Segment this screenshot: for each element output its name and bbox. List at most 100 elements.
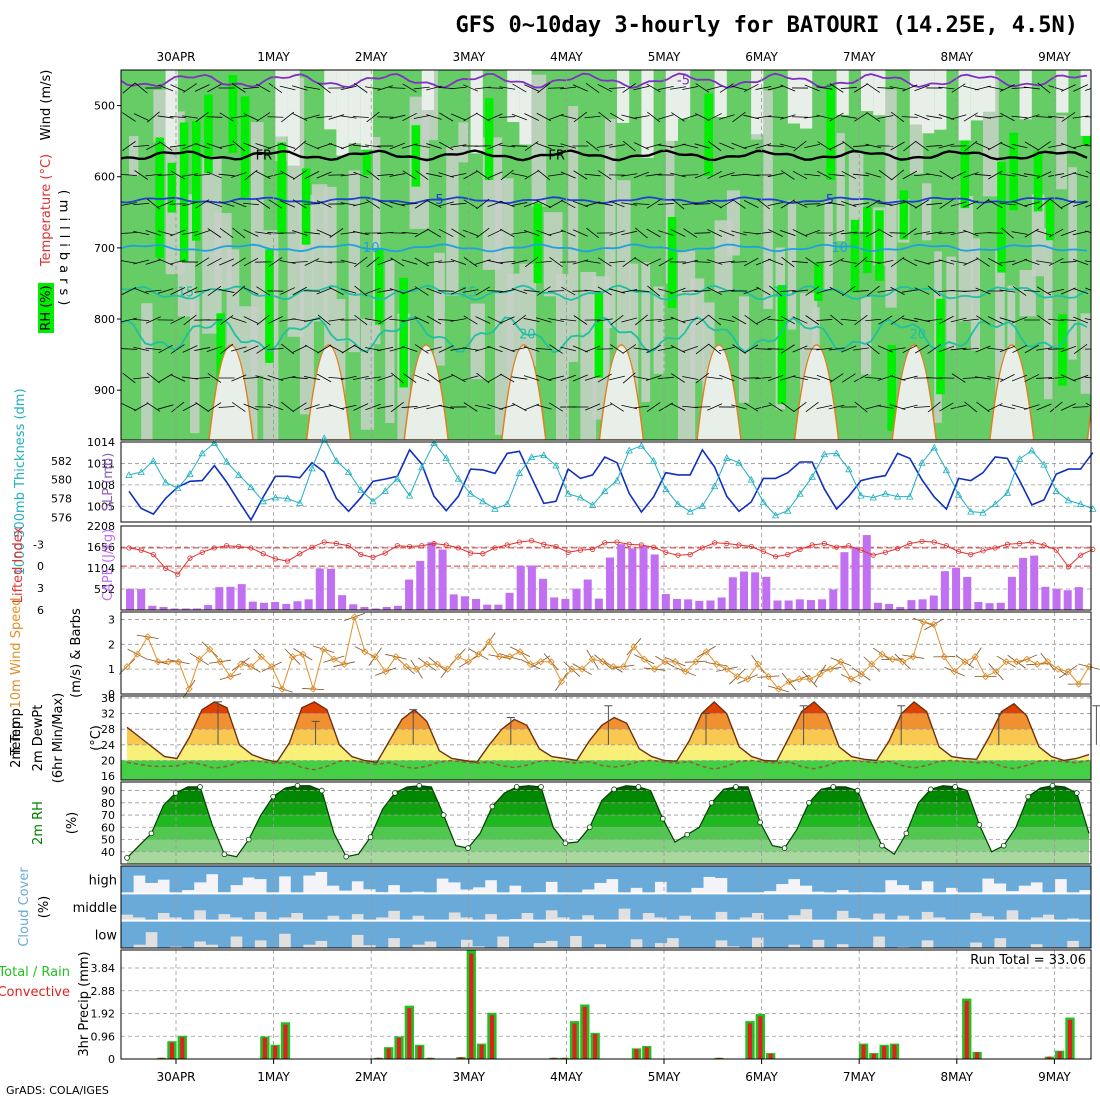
- barb-staff: [243, 257, 259, 267]
- cloud-cell: [315, 920, 328, 941]
- barb-staff: [903, 228, 917, 238]
- minmax-axis-label: (6hr Min/Max): [51, 693, 66, 783]
- rh-dry-cell: [848, 152, 864, 232]
- wind-barb: [195, 257, 210, 267]
- barb-staff: [549, 344, 563, 354]
- cape-bar: [516, 565, 525, 610]
- wind-barb: [158, 373, 173, 383]
- thickness-axis-label: 1000-500mb Thickness (dm): [13, 388, 28, 575]
- li-point: [663, 549, 669, 555]
- barb-staff: [670, 403, 686, 411]
- barb-staff: [317, 344, 332, 354]
- barb-staff: [328, 143, 345, 149]
- wind-barb: [316, 115, 333, 119]
- wind-barb: [791, 260, 809, 264]
- wind-barb: [828, 404, 845, 410]
- wind-barb: [731, 230, 747, 236]
- barb-staff: [805, 286, 820, 296]
- barb-staff: [584, 375, 601, 381]
- barb-staff: [232, 227, 246, 239]
- rh-very-dry-cell: [470, 70, 483, 154]
- barb-staff: [1024, 141, 1039, 151]
- thickness-point: [808, 472, 816, 480]
- cloud-cell: [472, 866, 486, 888]
- cloud-cell: [1006, 920, 1019, 948]
- wind-barb: [877, 405, 894, 409]
- wind-barb: [438, 261, 455, 263]
- barb-staff: [621, 202, 638, 206]
- barb-staff: [1024, 114, 1040, 120]
- wind-barb: [354, 83, 368, 93]
- temp-base-band: [121, 760, 1091, 780]
- barb-staff: [157, 115, 174, 119]
- wind-barb: [207, 402, 222, 412]
- rh-tick-label: 40: [101, 846, 115, 859]
- thickness-point: [979, 508, 987, 516]
- wind-barb: [695, 83, 710, 93]
- wind-barb: [524, 256, 539, 268]
- wind-barb: [121, 348, 138, 350]
- barb-staff: [1072, 374, 1089, 382]
- cloud-cell: [703, 893, 716, 921]
- wind-barb: [646, 402, 661, 412]
- barb-staff: [719, 114, 735, 120]
- barb-staff: [474, 404, 491, 410]
- barb-staff: [792, 289, 808, 293]
- cloud-cell: [921, 866, 934, 882]
- thickness-point: [503, 500, 511, 508]
- barb-staff: [267, 116, 284, 118]
- barb-staff: [268, 82, 283, 94]
- cloud-cell: [157, 920, 170, 948]
- thickness-point: [893, 492, 902, 500]
- barb-staff: [560, 86, 577, 90]
- wind-barb: [169, 203, 186, 205]
- cloud-cell: [472, 920, 486, 947]
- barb-staff: [243, 403, 259, 411]
- barb-staff: [707, 229, 722, 237]
- wind-barb: [243, 345, 259, 353]
- barb-staff: [317, 82, 331, 94]
- li-point: [272, 556, 278, 562]
- wind-barb: [524, 170, 539, 180]
- wind-barb: [719, 374, 735, 382]
- barb-staff: [964, 401, 978, 413]
- barb-staff: [854, 83, 868, 93]
- barb-staff: [220, 343, 234, 355]
- wind-barb: [157, 230, 174, 236]
- cloud-cell: [933, 920, 946, 948]
- barb-staff: [939, 402, 954, 412]
- wind-barb: [780, 114, 796, 120]
- wind-barb: [512, 402, 527, 412]
- barb-staff: [1011, 258, 1028, 266]
- wind-barb: [670, 403, 686, 411]
- cloud-cell: [642, 893, 655, 914]
- cloud-cell: [1066, 920, 1080, 941]
- barb-staff: [987, 257, 1003, 267]
- cloud-cell: [969, 893, 983, 914]
- wind-barb: [475, 346, 491, 352]
- wind-barb: [999, 317, 1016, 323]
- li-point: [809, 542, 815, 548]
- wind-speed-point: [1075, 680, 1083, 688]
- barb-staff: [683, 228, 698, 238]
- wind-barb: [890, 141, 905, 151]
- wind-barb: [243, 142, 259, 150]
- li-point: [467, 550, 474, 556]
- wind-barb: [317, 314, 331, 326]
- wind-barb: [975, 345, 991, 353]
- barb-staff: [866, 285, 880, 297]
- isotherm-label: FR: [256, 148, 273, 163]
- barb-staff: [1012, 286, 1027, 296]
- cape-bar: [293, 601, 302, 610]
- cape-bar: [672, 598, 682, 610]
- wind-speed-point: [350, 613, 359, 621]
- wind-barb: [718, 260, 735, 264]
- barb-staff: [914, 287, 930, 295]
- wind-barb: [415, 169, 429, 181]
- wind-barb: [352, 230, 369, 236]
- barb-staff: [805, 315, 820, 325]
- wind-unit-label: (m/s) & Barbs: [69, 608, 84, 698]
- barb-staff: [1072, 201, 1089, 207]
